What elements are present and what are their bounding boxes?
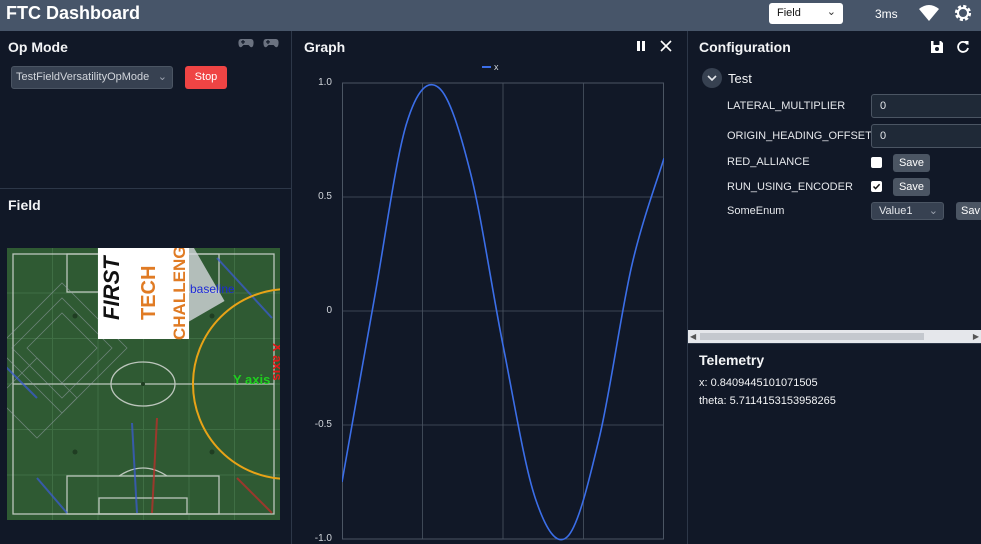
run-using-encoder-save-button[interactable]: Save	[893, 178, 930, 196]
y-tick-label: -1.0	[314, 533, 332, 544]
opmode-title: Op Mode	[8, 39, 68, 55]
scroll-left-icon[interactable]: ◀	[690, 332, 697, 341]
graph-title: Graph	[304, 39, 346, 55]
wifi-icon	[919, 5, 939, 21]
tech-logo-text: TECH	[138, 266, 160, 320]
graph-plot	[342, 82, 664, 541]
chevron-down-icon	[707, 75, 717, 82]
config-label: RED_ALLIANCE	[727, 156, 810, 168]
save-icon[interactable]	[930, 40, 944, 54]
telemetry-title: Telemetry	[699, 352, 765, 368]
some-enum-save-button[interactable]: Sav	[956, 202, 981, 220]
opmode-select-value: TestFieldVersatilityOpMode	[16, 71, 150, 83]
red-alliance-save-button[interactable]: Save	[893, 154, 930, 172]
config-label: SomeEnum	[727, 205, 785, 217]
refresh-icon[interactable]	[956, 40, 970, 54]
run-using-encoder-checkbox[interactable]	[871, 181, 882, 192]
y-axis-label: Y axis	[233, 372, 270, 387]
chevron-down-icon: ⌄	[826, 6, 836, 18]
config-title: Configuration	[699, 39, 791, 55]
telemetry-line: theta: 5.7114153153958265	[699, 395, 836, 407]
y-tick-label: 0.5	[318, 191, 332, 202]
red-alliance-checkbox[interactable]	[871, 157, 882, 168]
telemetry-line: x: 0.8409445101071505	[699, 377, 818, 389]
challenge-logo-text: CHALLENGE	[170, 248, 189, 340]
checkmark-icon	[872, 183, 881, 190]
some-enum-select[interactable]: Value1 ⌄	[871, 202, 944, 220]
config-scrollbar[interactable]: ◀ ▶	[688, 330, 981, 343]
scroll-right-icon[interactable]: ▶	[972, 332, 979, 341]
y-tick-label: -0.5	[314, 419, 332, 430]
app-title: FTC Dashboard	[6, 3, 141, 23]
panel-divider	[291, 31, 292, 544]
config-label: ORIGIN_HEADING_OFFSET	[727, 130, 872, 142]
panel-divider	[688, 343, 981, 344]
opmode-select[interactable]: TestFieldVersatilityOpMode ⌄	[11, 66, 173, 89]
graph-legend: x	[482, 62, 499, 72]
some-enum-value: Value1	[879, 205, 913, 217]
layout-select[interactable]: Field ⌄	[769, 3, 843, 24]
config-label: LATERAL_MULTIPLIER	[727, 100, 846, 112]
graph-grid	[342, 82, 664, 540]
gear-icon[interactable]	[953, 3, 973, 23]
collapse-toggle[interactable]	[702, 68, 722, 88]
layout-select-value: Field	[777, 7, 801, 19]
y-tick-label: 1.0	[318, 77, 332, 88]
chevron-down-icon: ⌄	[157, 71, 167, 83]
config-label: RUN_USING_ENCODER	[727, 181, 853, 193]
origin-heading-offset-input[interactable]: 0	[871, 124, 981, 148]
x-axis-label: X axis	[270, 343, 280, 381]
legend-label: x	[494, 62, 499, 72]
config-group-label: Test	[728, 71, 752, 86]
gamepad-icon	[238, 39, 254, 48]
first-logo-text: FIRST	[99, 255, 124, 320]
latency-indicator: 3ms	[875, 7, 898, 21]
series-line-x	[342, 83, 664, 541]
stop-button[interactable]: Stop	[185, 66, 227, 89]
field-canvas: FIRST TECH CHALLENGE baseline Y axis X a…	[7, 248, 280, 520]
gamepad-icon	[263, 39, 279, 48]
baseline-label: baseline	[190, 282, 235, 296]
y-tick-label: 0	[326, 305, 332, 316]
legend-swatch	[482, 66, 491, 68]
panel-divider	[687, 31, 688, 544]
panel-divider	[0, 188, 291, 189]
lateral-multiplier-input[interactable]: 0	[871, 94, 981, 118]
top-bar: FTC Dashboard Field ⌄ 3ms	[0, 0, 981, 31]
pause-icon[interactable]	[635, 40, 647, 52]
field-title: Field	[8, 197, 41, 213]
chevron-down-icon: ⌄	[928, 205, 938, 217]
close-icon[interactable]	[660, 40, 672, 52]
scrollbar-thumb[interactable]	[700, 333, 924, 340]
